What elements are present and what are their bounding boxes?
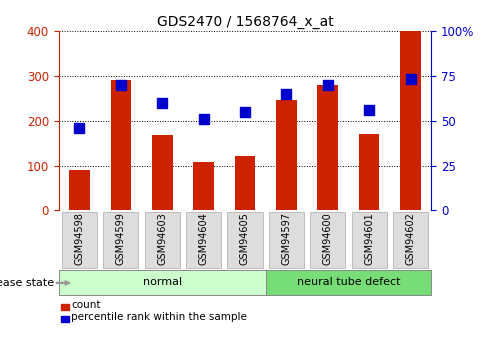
FancyBboxPatch shape bbox=[227, 211, 263, 268]
FancyBboxPatch shape bbox=[62, 211, 97, 268]
Bar bbox=[69, 170, 90, 210]
Text: GSM94599: GSM94599 bbox=[116, 212, 126, 265]
Bar bbox=[235, 156, 255, 210]
Text: GSM94603: GSM94603 bbox=[157, 212, 167, 265]
Text: neural tube defect: neural tube defect bbox=[296, 277, 400, 287]
FancyBboxPatch shape bbox=[266, 270, 431, 295]
Bar bbox=[359, 134, 379, 210]
Point bbox=[407, 77, 415, 82]
FancyBboxPatch shape bbox=[145, 211, 180, 268]
Text: GSM94601: GSM94601 bbox=[364, 212, 374, 265]
Text: GSM94602: GSM94602 bbox=[406, 212, 416, 265]
Bar bbox=[111, 80, 131, 210]
Point bbox=[158, 100, 166, 106]
FancyBboxPatch shape bbox=[269, 211, 304, 268]
Text: GSM94605: GSM94605 bbox=[240, 212, 250, 265]
Bar bbox=[318, 85, 338, 210]
Point bbox=[117, 82, 125, 88]
Point bbox=[200, 116, 208, 122]
Point bbox=[324, 82, 332, 88]
FancyBboxPatch shape bbox=[310, 211, 345, 268]
FancyBboxPatch shape bbox=[59, 270, 266, 295]
Text: GSM94597: GSM94597 bbox=[281, 212, 292, 265]
FancyBboxPatch shape bbox=[186, 211, 221, 268]
FancyBboxPatch shape bbox=[393, 211, 428, 268]
Text: disease state: disease state bbox=[0, 278, 54, 288]
Point bbox=[365, 107, 373, 113]
Text: GSM94600: GSM94600 bbox=[323, 212, 333, 265]
Bar bbox=[193, 162, 214, 210]
Bar bbox=[276, 100, 297, 210]
FancyBboxPatch shape bbox=[351, 211, 387, 268]
Text: percentile rank within the sample: percentile rank within the sample bbox=[71, 313, 247, 322]
Text: GSM94598: GSM94598 bbox=[74, 212, 84, 265]
Point bbox=[241, 109, 249, 115]
Title: GDS2470 / 1568764_x_at: GDS2470 / 1568764_x_at bbox=[157, 14, 333, 29]
Point bbox=[282, 91, 290, 97]
Point bbox=[75, 125, 83, 131]
FancyBboxPatch shape bbox=[103, 211, 139, 268]
Text: GSM94604: GSM94604 bbox=[198, 212, 209, 265]
Bar bbox=[152, 135, 172, 210]
Text: normal: normal bbox=[143, 277, 182, 287]
Text: count: count bbox=[71, 300, 100, 310]
Bar bbox=[400, 31, 421, 210]
